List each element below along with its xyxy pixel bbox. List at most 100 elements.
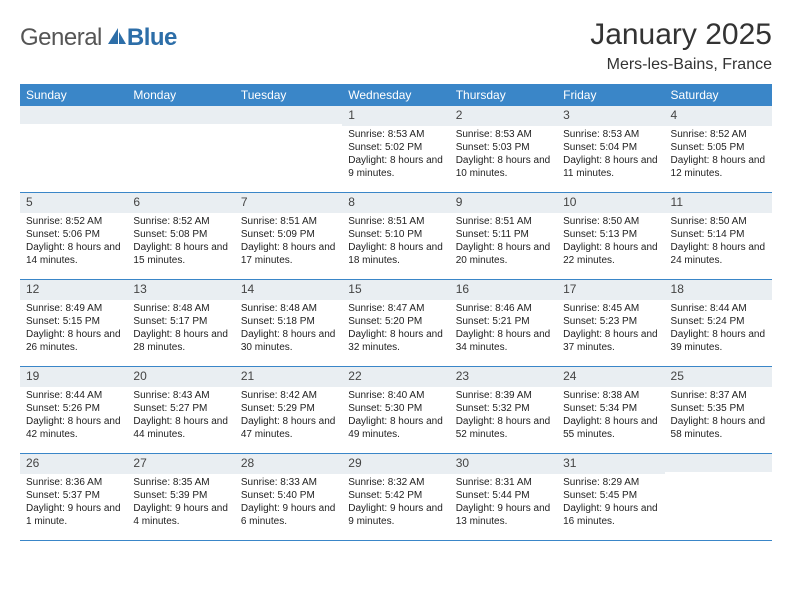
daylight-text: Daylight: 8 hours and 55 minutes. [563,415,658,441]
day-cell: 4Sunrise: 8:52 AMSunset: 5:05 PMDaylight… [665,106,772,192]
day-number: 21 [235,367,342,387]
day-details: Sunrise: 8:47 AMSunset: 5:20 PMDaylight:… [342,300,449,358]
sunset-text: Sunset: 5:14 PM [671,228,766,241]
day-cell: 1Sunrise: 8:53 AMSunset: 5:02 PMDaylight… [342,106,449,192]
day-number [235,106,342,124]
day-number: 17 [557,280,664,300]
sunset-text: Sunset: 5:23 PM [563,315,658,328]
day-cell: 25Sunrise: 8:37 AMSunset: 5:35 PMDayligh… [665,367,772,453]
day-details: Sunrise: 8:48 AMSunset: 5:18 PMDaylight:… [235,300,342,358]
day-details: Sunrise: 8:39 AMSunset: 5:32 PMDaylight:… [450,387,557,445]
daylight-text: Daylight: 8 hours and 52 minutes. [456,415,551,441]
sunset-text: Sunset: 5:37 PM [26,489,121,502]
day-cell: 11Sunrise: 8:50 AMSunset: 5:14 PMDayligh… [665,193,772,279]
daylight-text: Daylight: 8 hours and 22 minutes. [563,241,658,267]
sunrise-text: Sunrise: 8:46 AM [456,302,551,315]
day-details: Sunrise: 8:36 AMSunset: 5:37 PMDaylight:… [20,474,127,532]
sunrise-text: Sunrise: 8:48 AM [133,302,228,315]
day-number: 15 [342,280,449,300]
day-of-week-row: Sunday Monday Tuesday Wednesday Thursday… [20,84,772,106]
day-cell: 26Sunrise: 8:36 AMSunset: 5:37 PMDayligh… [20,454,127,540]
sunset-text: Sunset: 5:24 PM [671,315,766,328]
daylight-text: Daylight: 8 hours and 34 minutes. [456,328,551,354]
day-details: Sunrise: 8:38 AMSunset: 5:34 PMDaylight:… [557,387,664,445]
sunset-text: Sunset: 5:21 PM [456,315,551,328]
daylight-text: Daylight: 8 hours and 47 minutes. [241,415,336,441]
day-number: 4 [665,106,772,126]
day-number: 31 [557,454,664,474]
sunset-text: Sunset: 5:39 PM [133,489,228,502]
sunset-text: Sunset: 5:44 PM [456,489,551,502]
dow-sunday: Sunday [20,84,127,106]
title-block: January 2025 Mers-les-Bains, France [590,18,772,74]
calendar-grid: Sunday Monday Tuesday Wednesday Thursday… [20,84,772,541]
sunrise-text: Sunrise: 8:50 AM [671,215,766,228]
daylight-text: Daylight: 8 hours and 18 minutes. [348,241,443,267]
day-details: Sunrise: 8:51 AMSunset: 5:09 PMDaylight:… [235,213,342,271]
day-cell: 23Sunrise: 8:39 AMSunset: 5:32 PMDayligh… [450,367,557,453]
day-number: 6 [127,193,234,213]
day-details [127,124,234,130]
day-number: 11 [665,193,772,213]
day-cell: 15Sunrise: 8:47 AMSunset: 5:20 PMDayligh… [342,280,449,366]
location-label: Mers-les-Bains, France [590,56,772,74]
daylight-text: Daylight: 9 hours and 1 minute. [26,502,121,528]
daylight-text: Daylight: 8 hours and 44 minutes. [133,415,228,441]
sunset-text: Sunset: 5:09 PM [241,228,336,241]
day-details: Sunrise: 8:45 AMSunset: 5:23 PMDaylight:… [557,300,664,358]
sunrise-text: Sunrise: 8:40 AM [348,389,443,402]
day-details: Sunrise: 8:51 AMSunset: 5:10 PMDaylight:… [342,213,449,271]
sunrise-text: Sunrise: 8:47 AM [348,302,443,315]
day-cell: 5Sunrise: 8:52 AMSunset: 5:06 PMDaylight… [20,193,127,279]
day-number [665,454,772,472]
day-number: 23 [450,367,557,387]
sunset-text: Sunset: 5:26 PM [26,402,121,415]
day-cell: 20Sunrise: 8:43 AMSunset: 5:27 PMDayligh… [127,367,234,453]
daylight-text: Daylight: 8 hours and 15 minutes. [133,241,228,267]
day-number: 1 [342,106,449,126]
sunrise-text: Sunrise: 8:31 AM [456,476,551,489]
daylight-text: Daylight: 8 hours and 11 minutes. [563,154,658,180]
daylight-text: Daylight: 9 hours and 16 minutes. [563,502,658,528]
day-details [235,124,342,130]
day-cell: 8Sunrise: 8:51 AMSunset: 5:10 PMDaylight… [342,193,449,279]
sunset-text: Sunset: 5:18 PM [241,315,336,328]
sunrise-text: Sunrise: 8:50 AM [563,215,658,228]
sunrise-text: Sunrise: 8:45 AM [563,302,658,315]
daylight-text: Daylight: 8 hours and 30 minutes. [241,328,336,354]
sunset-text: Sunset: 5:34 PM [563,402,658,415]
sunset-text: Sunset: 5:29 PM [241,402,336,415]
sunset-text: Sunset: 5:08 PM [133,228,228,241]
day-details: Sunrise: 8:44 AMSunset: 5:26 PMDaylight:… [20,387,127,445]
sunrise-text: Sunrise: 8:44 AM [26,389,121,402]
day-cell: 31Sunrise: 8:29 AMSunset: 5:45 PMDayligh… [557,454,664,540]
day-cell: 6 Sunrise: 8:52 AMSunset: 5:08 PMDaylight… [127,193,234,279]
sunset-text: Sunset: 5:10 PM [348,228,443,241]
dow-tuesday: Tuesday [235,84,342,106]
week-row: 26Sunrise: 8:36 AMSunset: 5:37 PMDayligh… [20,454,772,541]
day-cell [235,106,342,192]
day-number: 9 [450,193,557,213]
day-cell: 9Sunrise: 8:51 AMSunset: 5:11 PMDaylight… [450,193,557,279]
sunset-text: Sunset: 5:03 PM [456,141,551,154]
weeks-container: 1Sunrise: 8:53 AMSunset: 5:02 PMDaylight… [20,106,772,541]
daylight-text: Daylight: 8 hours and 10 minutes. [456,154,551,180]
sunrise-text: Sunrise: 8:36 AM [26,476,121,489]
sunset-text: Sunset: 5:20 PM [348,315,443,328]
sunrise-text: Sunrise: 8:44 AM [671,302,766,315]
week-row: 1Sunrise: 8:53 AMSunset: 5:02 PMDaylight… [20,106,772,193]
day-number: 28 [235,454,342,474]
daylight-text: Daylight: 8 hours and 39 minutes. [671,328,766,354]
sunrise-text: Sunrise: 8:51 AM [456,215,551,228]
day-cell: 2Sunrise: 8:53 AMSunset: 5:03 PMDaylight… [450,106,557,192]
sunrise-text: Sunrise: 8:53 AM [456,128,551,141]
sunrise-text: Sunrise: 8:52 AM [133,215,228,228]
sunrise-text: Sunrise: 8:37 AM [671,389,766,402]
day-cell: 21Sunrise: 8:42 AMSunset: 5:29 PMDayligh… [235,367,342,453]
sunset-text: Sunset: 5:02 PM [348,141,443,154]
sunrise-text: Sunrise: 8:53 AM [348,128,443,141]
day-number [20,106,127,124]
sunrise-text: Sunrise: 8:48 AM [241,302,336,315]
sunrise-text: Sunrise: 8:33 AM [241,476,336,489]
day-cell: 27Sunrise: 8:35 AMSunset: 5:39 PMDayligh… [127,454,234,540]
